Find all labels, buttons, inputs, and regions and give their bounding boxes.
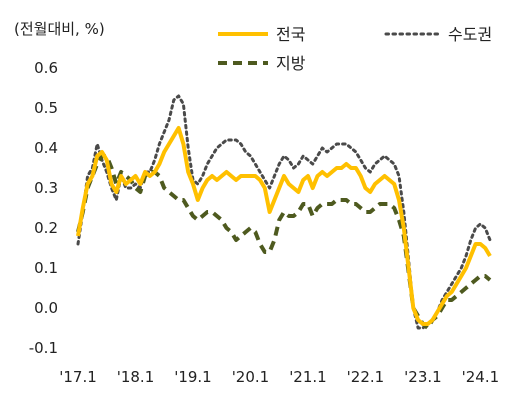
legend-item-capital: 수도권 bbox=[384, 25, 492, 44]
y-tick-label: 0.5 bbox=[34, 99, 58, 117]
y-tick-label: -0.1 bbox=[29, 339, 58, 357]
x-tick-label: '21.1 bbox=[289, 368, 327, 386]
series-layer bbox=[76, 94, 492, 330]
y-tick-label: 0.3 bbox=[34, 179, 58, 197]
x-axis: '17.1 '18.1 '19.1 '20.1 '21.1 '22.1 '23.1 '24.1 bbox=[59, 368, 499, 386]
y-axis: 0.6 0.5 0.4 0.3 0.2 0.1 0.0 -0.1 bbox=[29, 59, 58, 357]
y-tick-label: 0.1 bbox=[34, 259, 58, 277]
x-tick-label: '17.1 bbox=[59, 368, 97, 386]
y-tick-label: 0.6 bbox=[34, 59, 58, 77]
y-tick-label: 0.4 bbox=[34, 139, 58, 157]
x-tick-label: '23.1 bbox=[404, 368, 442, 386]
legend-item-regional: 지방 bbox=[218, 54, 306, 73]
legend-item-national: 전국 bbox=[218, 25, 305, 44]
x-tick-label: '20.1 bbox=[232, 368, 270, 386]
series-line-national bbox=[76, 126, 492, 326]
legend-label-capital: 수도권 bbox=[448, 25, 492, 44]
unit-label: (전월대비, %) bbox=[14, 20, 105, 38]
y-tick-label: 0.2 bbox=[34, 219, 58, 237]
x-tick-label: '22.1 bbox=[347, 368, 385, 386]
legend-label-national: 전국 bbox=[276, 25, 305, 44]
x-tick-label: '24.1 bbox=[462, 368, 500, 386]
legend-label-regional: 지방 bbox=[276, 54, 306, 73]
series-line-capital bbox=[76, 94, 492, 330]
legend: 전국 수도권 지방 bbox=[218, 25, 492, 73]
x-tick-label: '19.1 bbox=[174, 368, 212, 386]
y-tick-label: 0.0 bbox=[34, 299, 58, 317]
x-tick-label: '18.1 bbox=[117, 368, 155, 386]
